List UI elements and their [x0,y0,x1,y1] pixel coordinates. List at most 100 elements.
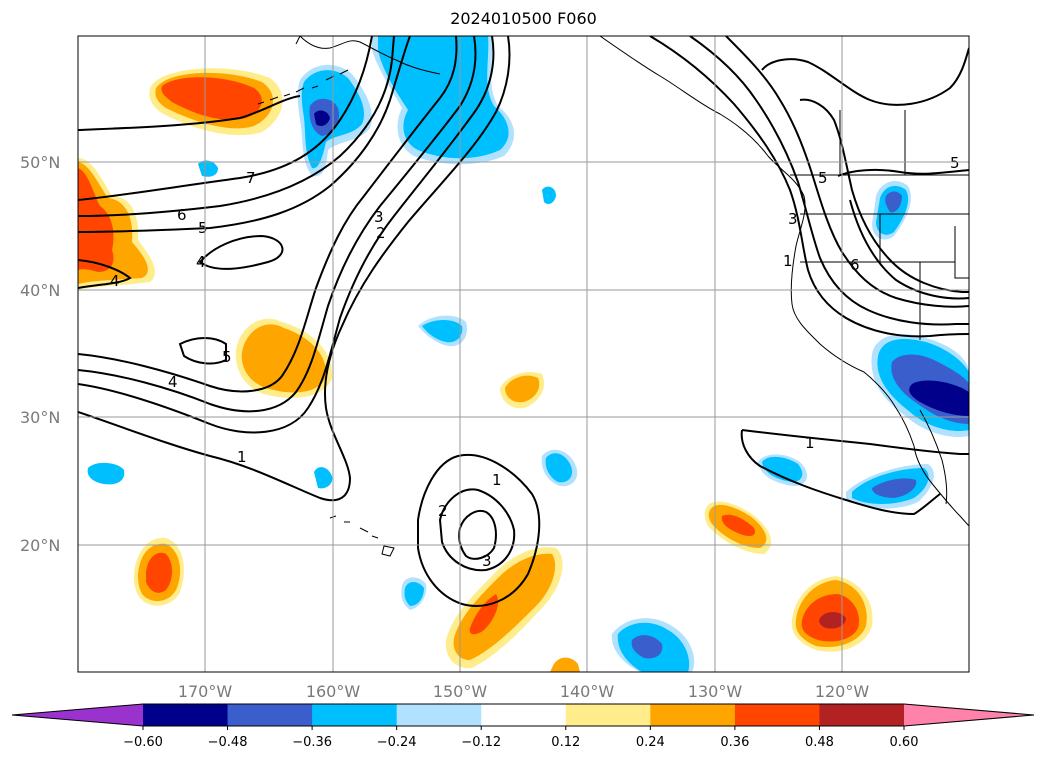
contour-line [78,36,373,201]
contour-label: 6 [850,256,860,274]
colorbar-tick-label: −0.60 [123,735,163,750]
negative-anomaly [422,320,463,343]
alaska-coast [295,36,441,75]
colorbar-extend-high [904,704,1034,726]
negative-anomaly [314,110,330,126]
alaska-panhandle [599,36,769,157]
colorbar-tick-label: 0.48 [805,735,834,750]
positive-anomaly [550,657,580,672]
gridlines [78,36,969,672]
colorbar-segment [312,704,398,726]
contour-label: 1 [805,434,815,452]
colorbar-tick-label: 0.12 [551,735,580,750]
contour-label: 4 [196,253,206,271]
contour-label: 1 [783,252,793,270]
negative-anomaly [314,467,333,489]
contour-label: 7 [246,169,256,187]
lon-label: 130°W [688,682,743,701]
contour-label: 3 [482,552,492,570]
contour-label: 3 [788,210,798,228]
negative-anomaly [545,453,573,483]
us-state-borders [800,213,969,340]
colorbar-segment [143,704,229,726]
contour-line [799,98,969,293]
colorbar-tick-label: −0.24 [377,735,417,750]
negative-anomaly [198,160,218,177]
contour-label: 6 [177,206,187,224]
lat-label: 30°N [20,408,60,427]
negative-anomaly [87,462,125,485]
lat-label: 50°N [20,153,60,172]
colorbar-segment [481,704,567,726]
colorbar-tick-label: 0.24 [636,735,665,750]
colorbar-tick-label: 0.36 [720,735,749,750]
hawaiian-islands [329,515,395,557]
lon-label: 160°W [306,682,361,701]
colorbar-tick-label: −0.12 [461,735,501,750]
positive-anomaly [78,168,114,272]
contour-label: 5 [950,154,960,172]
contour-line [849,199,969,300]
aleutian-islands [257,69,349,105]
negative-anomaly [762,456,803,482]
colorbar-tick-label: 0.60 [890,735,919,750]
lat-label: 40°N [20,281,60,300]
latitude-labels: 50°N 40°N 30°N 20°N [20,153,60,555]
contour-line [417,453,541,607]
contour-line [458,510,497,560]
contour-line [78,36,511,502]
colorbar-segment [650,704,736,726]
negative-anomaly [404,582,424,606]
contour-line [78,36,495,434]
map-frame [77,35,970,673]
positive-anomaly [161,77,262,120]
contour-line [740,429,969,516]
longitude-labels: 170°W 160°W 150°W 140°W 130°W 120°W [178,682,870,701]
negative-anomaly [909,380,969,416]
contour-label: 4 [110,272,120,290]
lat-label: 20°N [20,536,60,555]
positive-anomaly [146,552,172,593]
contour-line [78,36,458,393]
negative-anomaly [542,186,556,204]
contour-line [78,36,395,217]
colorbar-extend-low [12,704,143,726]
contour-lines [78,36,969,607]
colorbar-tick-label: −0.48 [208,735,248,750]
contour-label: 4 [168,373,178,391]
lon-label: 150°W [433,682,488,701]
lon-label: 140°W [560,682,615,701]
contour-label: 1 [237,448,247,466]
contour-label: 5 [222,348,232,366]
colorbar-tick-label: −0.36 [292,735,332,750]
contour-line [78,36,411,233]
lon-label: 170°W [178,682,233,701]
contour-label-group: 7 6 5 4 3 2 1 5 4 1 2 1 3 5 3 6 1 4 5 [110,154,960,570]
contour-line [649,36,969,338]
colorbar-segment [565,704,651,726]
contour-line [761,47,969,106]
positive-anomaly [721,514,756,536]
contour-line [198,234,284,270]
contour-line [689,36,969,326]
map-title: 2024010500 F060 [450,9,597,28]
lon-label: 120°W [815,682,870,701]
contour-line [78,36,477,413]
contour-label: 5 [198,219,208,237]
positive-anomaly [819,612,846,629]
west-coast-of-north-america [767,155,969,527]
shaded-anomalies [78,36,969,672]
baja-california-coast [919,409,948,505]
positive-anomaly [453,553,556,660]
colorbar: −0.60 −0.48 −0.36 −0.24 −0.12 0.12 0.24 0.36 0.4… [11,703,1035,750]
contour-label: 1 [492,471,502,489]
colorbar-segment [819,704,905,726]
colorbar-segment [734,704,820,726]
colorbar-segment [227,704,313,726]
canada-province-border [839,110,906,175]
contour-line [837,168,969,177]
contour-line [178,337,227,365]
contour-label: 2 [438,502,448,520]
negative-anomaly [872,478,917,498]
